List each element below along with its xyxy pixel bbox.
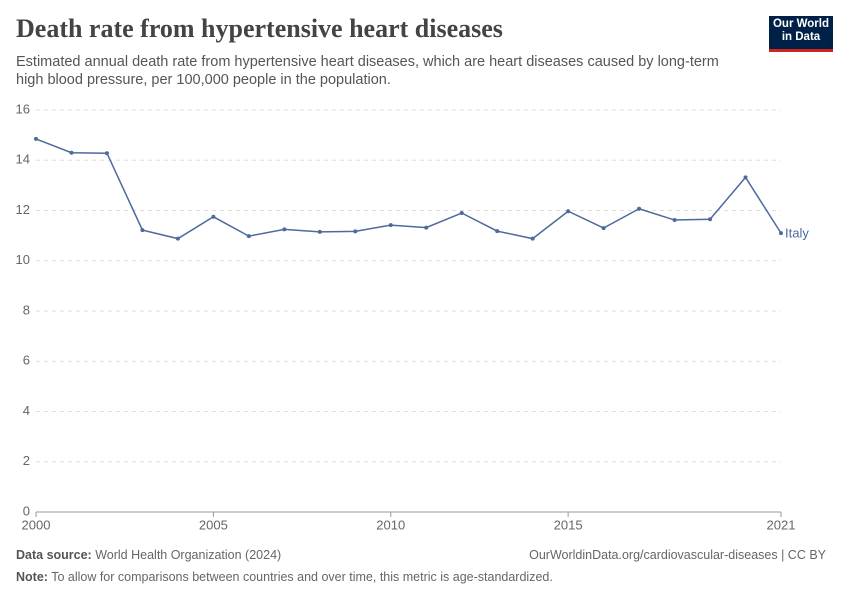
y-tick-label: 16 (16, 101, 30, 116)
point (743, 175, 748, 180)
point (34, 136, 38, 141)
y-tick-label: 10 (16, 252, 30, 267)
point (672, 218, 677, 223)
chart-subtitle: Estimated annual death rate from hyperte… (16, 54, 719, 88)
y-tick-label: 14 (16, 152, 30, 167)
x-tick-label: 2005 (199, 517, 228, 532)
point (353, 229, 358, 234)
point (211, 214, 216, 219)
point (69, 150, 74, 155)
url[interactable]: OurWorldinData.org/cardiovascular-diseas… (529, 548, 826, 562)
point (495, 229, 500, 234)
source: Data source: World Health Organization (… (16, 548, 281, 562)
logo-text: in Data (781, 31, 821, 43)
point (246, 234, 251, 239)
chart-title: Death rate from hypertensive heart disea… (16, 14, 503, 43)
point (317, 229, 322, 234)
y-tick-label: 2 (23, 453, 30, 468)
point (708, 217, 713, 222)
point (388, 223, 393, 228)
point (424, 225, 429, 230)
point (104, 151, 109, 156)
note-label: Note: (16, 570, 48, 584)
note-text: To allow for comparisons between countri… (51, 570, 553, 584)
x-tick-label: 2021 (767, 517, 796, 532)
point (779, 231, 783, 236)
source-text: World Health Organization (2024) (95, 548, 282, 562)
note: Note: To allow for comparisons between c… (16, 570, 553, 584)
logo[interactable]: Our World in Data (769, 16, 833, 52)
x-tick-label: 2010 (376, 517, 405, 532)
line (35, 138, 782, 240)
x-tick-label: 2000 (22, 517, 51, 532)
point (282, 227, 287, 232)
point (566, 209, 571, 214)
y-tick-label: 12 (16, 202, 30, 217)
y-tick-label: 8 (23, 302, 30, 317)
point (637, 206, 642, 211)
y-tick-label: 0 (23, 503, 30, 518)
logo-text: Our World (772, 18, 829, 30)
y-tick-label: 6 (23, 353, 30, 368)
point (459, 211, 464, 216)
y-tick-label: 4 (23, 403, 30, 418)
x-tick-label: 2015 (554, 517, 583, 532)
point (530, 236, 535, 241)
point (175, 236, 180, 241)
point (601, 226, 606, 231)
source-label: Data source: (16, 548, 92, 562)
point (140, 228, 145, 233)
legend-label: Italy (785, 226, 809, 241)
